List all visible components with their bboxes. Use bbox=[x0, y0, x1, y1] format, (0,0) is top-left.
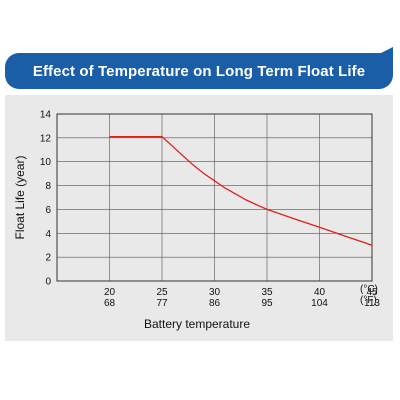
chart-title-banner: Effect of Temperature on Long Term Float… bbox=[5, 47, 393, 89]
x-tick-label-fahrenheit: 68 bbox=[104, 298, 116, 309]
x-tick-label-celsius: 25 bbox=[156, 287, 168, 298]
x-tick-label-fahrenheit: 113 bbox=[364, 298, 380, 309]
y-axis-label: Float Life (year) bbox=[13, 155, 27, 239]
x-tick-label-celsius: 45 bbox=[366, 287, 378, 298]
grid-lines bbox=[57, 114, 373, 281]
y-tick-label: 2 bbox=[45, 253, 51, 264]
series-line-float-life bbox=[109, 136, 373, 246]
x-tick-label-celsius: 35 bbox=[261, 287, 273, 298]
x-tick-label-celsius: 40 bbox=[314, 287, 326, 298]
y-tick-label: 8 bbox=[45, 181, 51, 192]
unit-fahrenheit-label: (°F) bbox=[360, 295, 377, 306]
y-tick-label: 6 bbox=[45, 205, 51, 216]
unit-celsius-label: (°C) bbox=[360, 284, 378, 295]
x-tick-label-fahrenheit: 104 bbox=[311, 298, 328, 309]
x-tick-label-celsius: 20 bbox=[104, 287, 116, 298]
y-tick-labels: 0 2 4 6 8 10 12 14 bbox=[40, 110, 52, 288]
y-tick-label: 10 bbox=[40, 157, 52, 168]
chart-panel bbox=[5, 95, 393, 341]
y-tick-label: 12 bbox=[40, 133, 52, 144]
y-tick-label: 0 bbox=[45, 277, 51, 288]
x-tick-label-fahrenheit: 95 bbox=[261, 298, 273, 309]
x-tick-label-fahrenheit: 77 bbox=[156, 298, 168, 309]
chart-title: Effect of Temperature on Long Term Float… bbox=[32, 62, 366, 80]
x-axis-label: Battery temperature bbox=[144, 317, 250, 331]
plot-frame bbox=[56, 113, 373, 282]
x-tick-label-fahrenheit: 86 bbox=[209, 298, 221, 309]
y-tick-label: 14 bbox=[40, 110, 52, 121]
x-tick-label-celsius: 30 bbox=[209, 287, 221, 298]
y-tick-label: 4 bbox=[45, 229, 51, 240]
